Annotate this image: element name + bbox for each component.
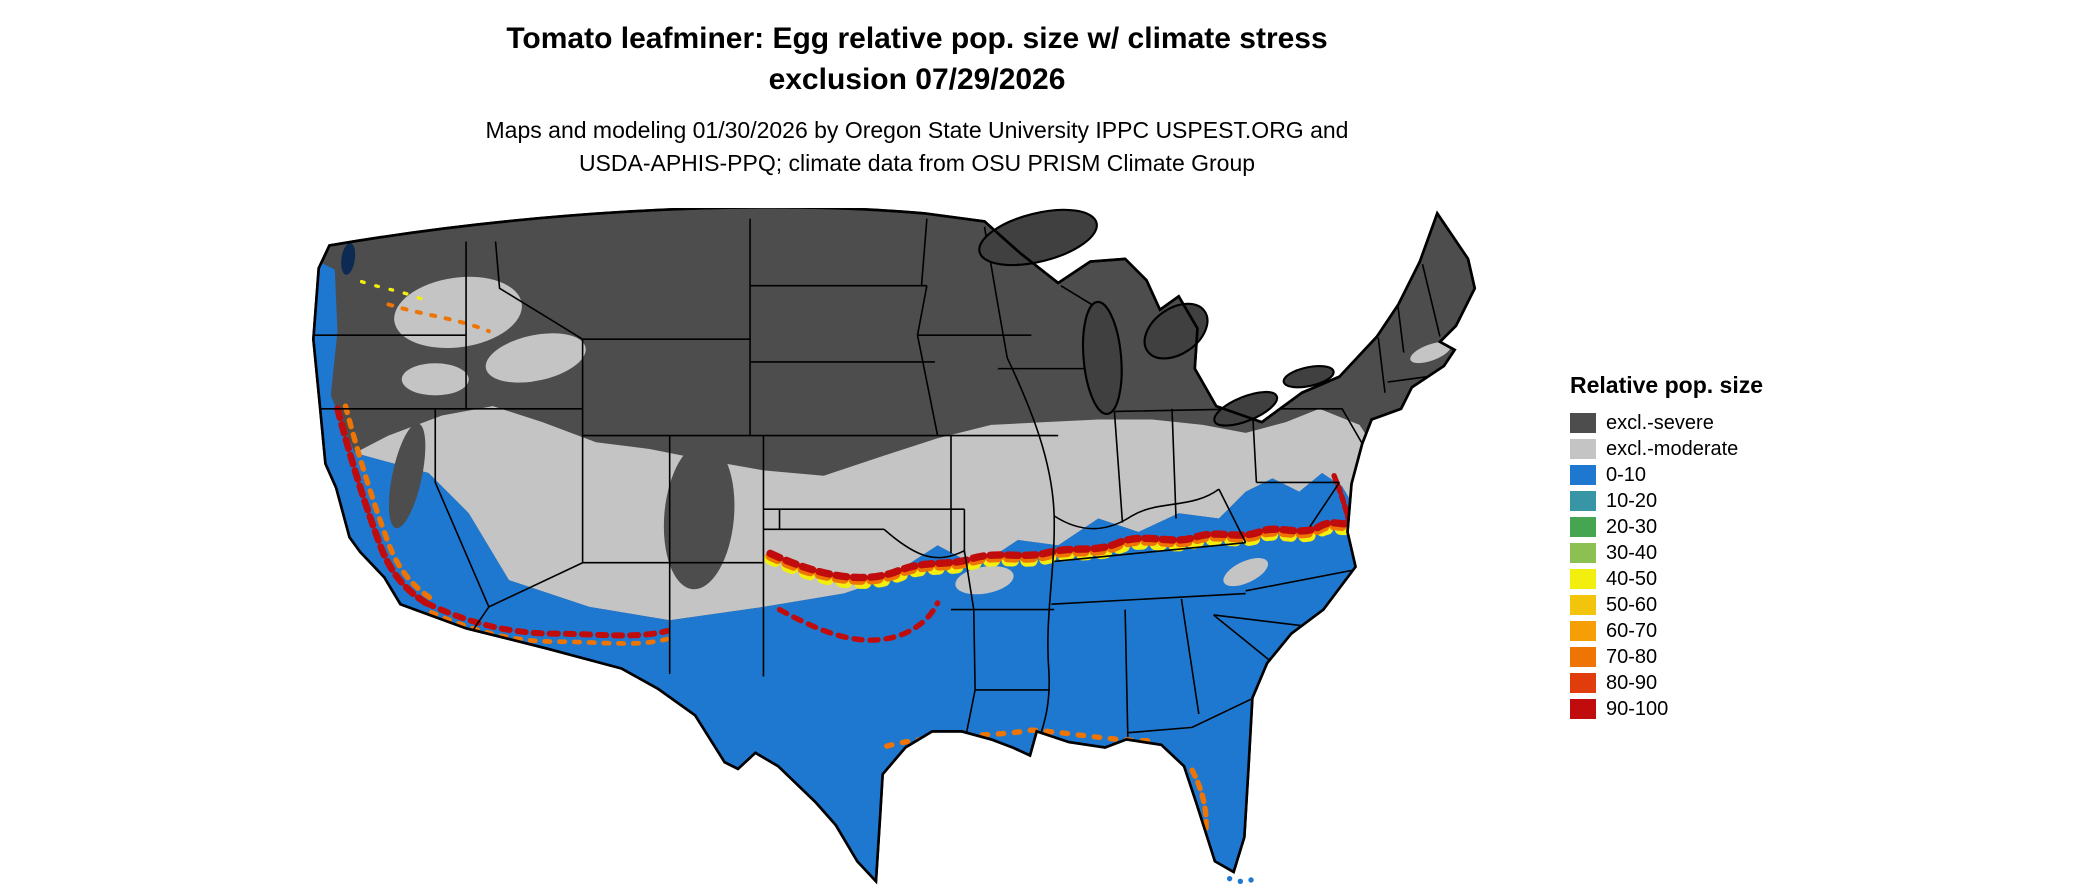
legend-swatch <box>1570 647 1596 667</box>
legend-swatch <box>1570 595 1596 615</box>
legend-label: 20-30 <box>1606 516 1658 538</box>
legend-item: 60-70 <box>1570 621 1763 641</box>
lake-superior-icon <box>978 208 1098 267</box>
legend-swatch <box>1570 491 1596 511</box>
legend-item: excl.-severe <box>1570 413 1763 433</box>
hot-zone-bands <box>334 279 1357 838</box>
legend-item: 90-100 <box>1570 699 1763 719</box>
legend-items: excl.-severe excl.-moderate 0-10 10-20 2… <box>1570 413 1763 719</box>
legend: Relative pop. size excl.-severe excl.-mo… <box>1570 372 1763 725</box>
legend-swatch <box>1570 569 1596 589</box>
legend-item: 10-20 <box>1570 491 1763 511</box>
legend-item: 80-90 <box>1570 673 1763 693</box>
us-map <box>308 208 1527 884</box>
legend-item: 0-10 <box>1570 465 1763 485</box>
region-pop-0-10 <box>313 261 1356 882</box>
legend-swatch <box>1570 621 1596 641</box>
us-outline <box>312 208 1477 884</box>
legend-swatch <box>1570 699 1596 719</box>
legend-label: excl.-moderate <box>1606 438 1739 460</box>
lake-erie-icon <box>1213 390 1279 427</box>
legend-label: 40-50 <box>1606 568 1658 590</box>
legend-label: 90-100 <box>1606 698 1669 720</box>
legend-label: 0-10 <box>1606 464 1647 486</box>
legend-swatch <box>1570 413 1596 433</box>
coastal-details <box>341 242 1254 884</box>
legend-label: 70-80 <box>1606 646 1658 668</box>
legend-swatch <box>1570 439 1596 459</box>
legend-swatch <box>1570 465 1596 485</box>
legend-label: 80-90 <box>1606 672 1658 694</box>
puget-sound-icon <box>341 242 356 275</box>
legend-item: 20-30 <box>1570 517 1763 537</box>
lake-ontario-icon <box>1282 365 1335 389</box>
legend-item: 30-40 <box>1570 543 1763 563</box>
legend-label: 50-60 <box>1606 594 1658 616</box>
legend-swatch <box>1570 673 1596 693</box>
legend-label: excl.-severe <box>1606 412 1714 434</box>
legend-item: 40-50 <box>1570 569 1763 589</box>
legend-label: 10-20 <box>1606 490 1658 512</box>
legend-title: Relative pop. size <box>1570 372 1764 398</box>
state-borders <box>314 218 1441 747</box>
header-block: Tomato leafminer: Egg relative pop. size… <box>0 18 1834 180</box>
legend-item: 70-80 <box>1570 647 1763 667</box>
page-subtitle: Maps and modeling 01/30/2026 by Oregon S… <box>485 117 1349 176</box>
page-title: Tomato leafminer: Egg relative pop. size… <box>506 22 1328 96</box>
legend-item: 50-60 <box>1570 595 1763 615</box>
lake-michigan-icon <box>1081 300 1123 416</box>
legend-item: excl.-moderate <box>1570 439 1763 459</box>
legend-swatch <box>1570 543 1596 563</box>
us-map-svg <box>312 208 1477 884</box>
legend-label: 30-40 <box>1606 542 1658 564</box>
region-severe-overlays <box>663 442 735 590</box>
legend-label: 60-70 <box>1606 620 1658 642</box>
legend-swatch <box>1570 517 1596 537</box>
